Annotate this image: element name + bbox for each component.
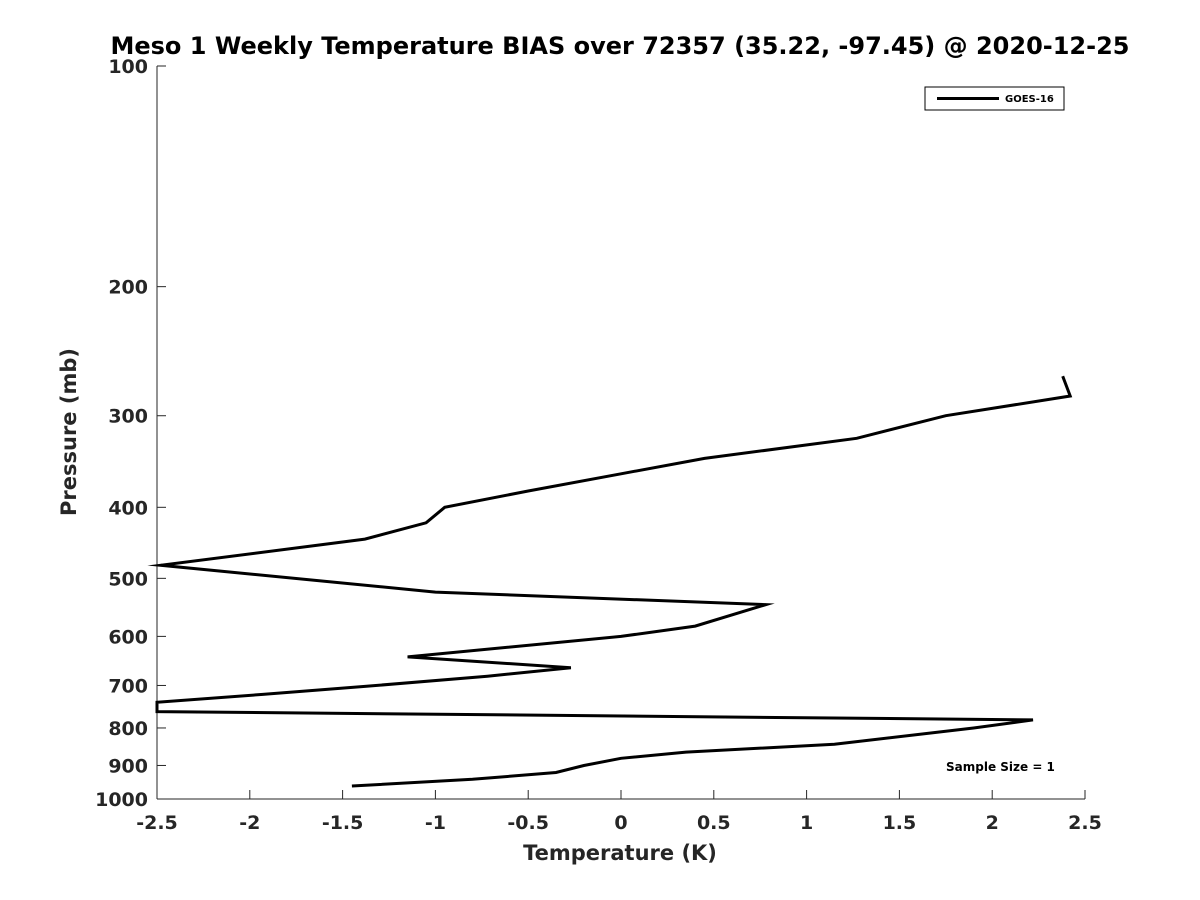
y-tick-label: 500 — [108, 568, 148, 590]
legend: GOES-16 — [924, 86, 1065, 111]
y-tick-label: 300 — [108, 406, 148, 428]
y-tick-label: 200 — [108, 277, 148, 299]
y-tick-label: 900 — [108, 755, 148, 777]
x-tick-label: 2.5 — [1068, 812, 1102, 834]
x-tick-label: -0.5 — [507, 812, 549, 834]
chart-title: Meso 1 Weekly Temperature BIAS over 7235… — [110, 32, 1129, 60]
x-tick-label: 0.5 — [697, 812, 731, 834]
x-tick-label: -1 — [425, 812, 446, 834]
x-tick-label: 0 — [614, 812, 627, 834]
y-tick-label: 100 — [108, 56, 148, 78]
series-line-goes-16 — [147, 375, 1073, 788]
y-axis-label: Pressure (mb) — [57, 348, 81, 516]
x-tick-label: 1 — [800, 812, 813, 834]
x-tick-label: -1.5 — [322, 812, 364, 834]
y-tick-label: 400 — [108, 497, 148, 519]
y-tick-label: 600 — [108, 626, 148, 648]
x-tick-label: 2 — [986, 812, 999, 834]
tick-marks: -2.5 -2 -1.5 -1 -0.5 0 0.5 1 1.5 2 2.5 100 200 300 400… — [95, 56, 1102, 834]
plot-lines — [147, 375, 1073, 788]
x-axis-label: Temperature (K) — [523, 841, 717, 865]
y-tick-label: 800 — [108, 718, 148, 740]
axes — [156, 66, 1085, 800]
y-tick-label: 700 — [108, 675, 148, 697]
x-tick-label: 1.5 — [883, 812, 917, 834]
x-tick-label: -2.5 — [136, 812, 178, 834]
y-tick-label: 1000 — [95, 789, 148, 811]
x-tick-label: -2 — [239, 812, 260, 834]
legend-label-goes-16: GOES-16 — [1005, 94, 1054, 105]
sample-size-annotation: Sample Size = 1 — [946, 760, 1055, 774]
